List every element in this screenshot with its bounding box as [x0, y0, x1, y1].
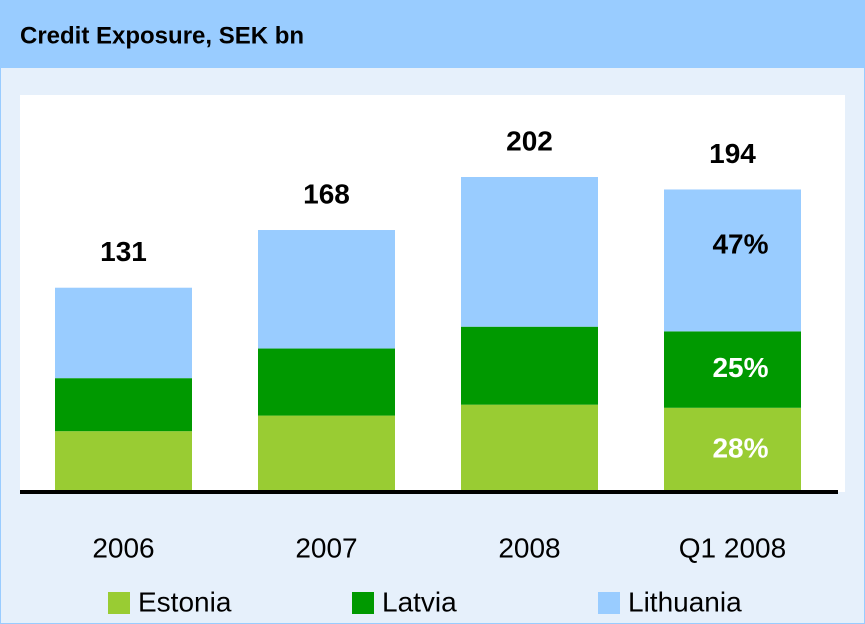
bar-segment	[55, 431, 192, 492]
legend-label: Lithuania	[628, 586, 742, 617]
legend-label: Estonia	[138, 586, 232, 617]
legend-label: Latvia	[382, 586, 457, 617]
total-label: 202	[506, 125, 553, 156]
legend-swatch	[352, 592, 374, 614]
share-label: 25%	[712, 352, 768, 383]
x-tick-label: 2008	[498, 532, 560, 563]
bar-segment	[258, 230, 395, 349]
bar-segment	[664, 189, 801, 332]
bar-segment	[461, 177, 598, 327]
total-label: 131	[100, 236, 147, 267]
chart-title: Credit Exposure, SEK bn	[20, 22, 304, 49]
header-bar	[0, 0, 865, 68]
bar-segment	[461, 326, 598, 405]
bar-segment	[258, 415, 395, 492]
legend-swatch	[108, 592, 130, 614]
bar-segment	[461, 404, 598, 492]
bar-segment	[258, 348, 395, 416]
bar-segment	[55, 378, 192, 432]
total-label: 168	[303, 178, 350, 209]
bar-segment	[55, 287, 192, 379]
bar-segment	[664, 407, 801, 492]
bar-segment	[664, 331, 801, 408]
legend-swatch	[598, 592, 620, 614]
share-label: 28%	[712, 432, 768, 463]
x-tick-label: 2006	[92, 532, 154, 563]
x-tick-label: Q1 2008	[679, 532, 786, 563]
total-label: 194	[709, 138, 756, 169]
share-label: 47%	[712, 229, 768, 260]
x-tick-label: 2007	[295, 532, 357, 563]
